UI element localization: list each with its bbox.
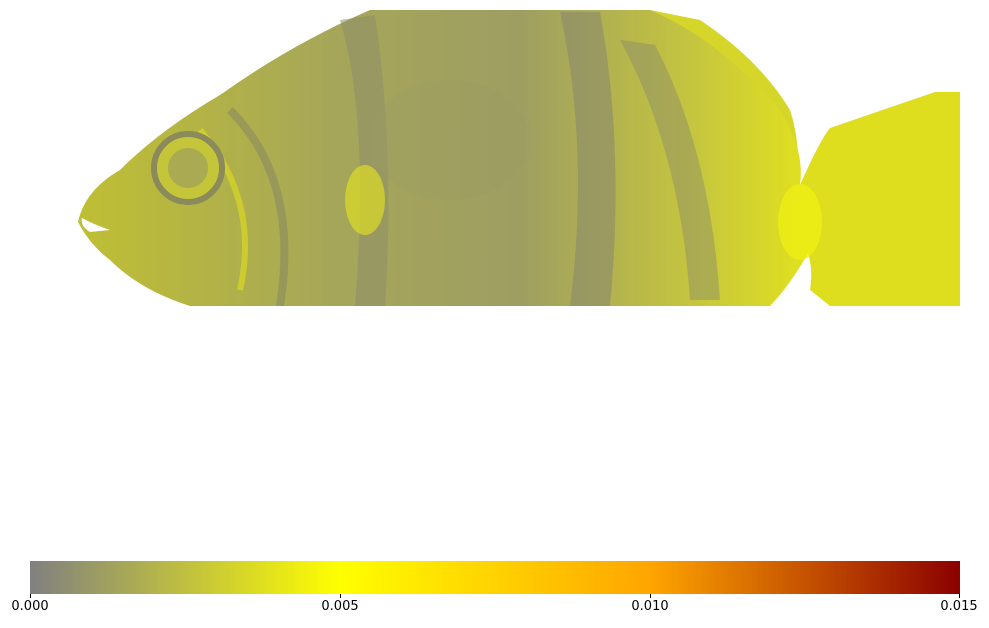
tail-fin: [800, 92, 960, 306]
fish-body: [78, 10, 815, 306]
colorbar-tick-label: 0.015: [940, 599, 978, 614]
colorbar-tick-mark: [650, 594, 651, 598]
colorbar-tick-mark: [340, 594, 341, 598]
colorbar-tick-mark: [959, 594, 960, 598]
colorbar: [30, 561, 960, 594]
colorbar-tick-label: 0.000: [11, 599, 49, 614]
colorbar-tick-label: 0.010: [631, 599, 669, 614]
fish-heatmap-image: [78, 10, 960, 306]
fish-mouth: [81, 218, 110, 232]
colorbar-tick-mark: [30, 594, 31, 598]
colorbar-tick-label: 0.005: [321, 599, 359, 614]
